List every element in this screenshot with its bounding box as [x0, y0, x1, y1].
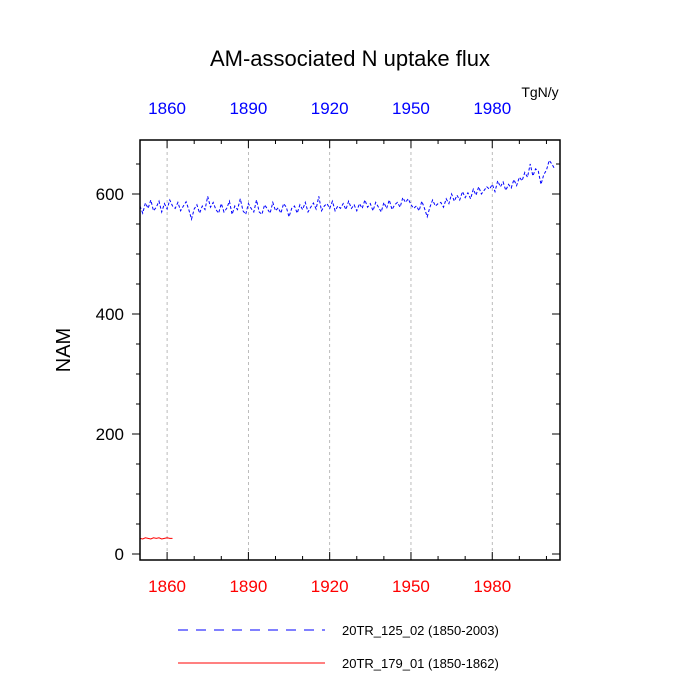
legend: 20TR_125_02 (1850-2003) 20TR_179_01 (1850…: [178, 623, 499, 671]
x-tick-label-top: 1980: [473, 99, 511, 118]
axes: 1860 1860 1890 1890 1920 1920 1950 1950 1980 1980…: [96, 99, 561, 596]
x-tick-label-top: 1950: [392, 99, 430, 118]
y-tick-label: 200: [96, 425, 124, 444]
y-axis-label: NAM: [53, 328, 75, 372]
x-tick-label-bottom: 1920: [311, 577, 349, 596]
x-tick-label-top: 1860: [148, 99, 186, 118]
series-line: [139, 537, 173, 540]
x-tick-label-bottom: 1980: [473, 577, 511, 596]
plot-frame: [139, 139, 561, 561]
legend-label: 20TR_179_01 (1850-1862): [342, 656, 499, 671]
x-tick-label-bottom: 1860: [148, 577, 186, 596]
x-tick-label-top: 1890: [229, 99, 267, 118]
x-tick-label-bottom: 1890: [229, 577, 267, 596]
y-tick-label: 0: [115, 545, 124, 564]
series-group: [139, 159, 556, 540]
grid: [166, 140, 493, 560]
chart-title: AM-associated N uptake flux: [210, 46, 490, 71]
units-label: TgN/y: [521, 84, 558, 100]
y-tick-label: 400: [96, 305, 124, 324]
x-tick-label-bottom: 1950: [392, 577, 430, 596]
y-tick-label: 600: [96, 185, 124, 204]
legend-label: 20TR_125_02 (1850-2003): [342, 623, 499, 638]
x-tick-label-top: 1920: [311, 99, 349, 118]
series-line: [139, 159, 556, 222]
